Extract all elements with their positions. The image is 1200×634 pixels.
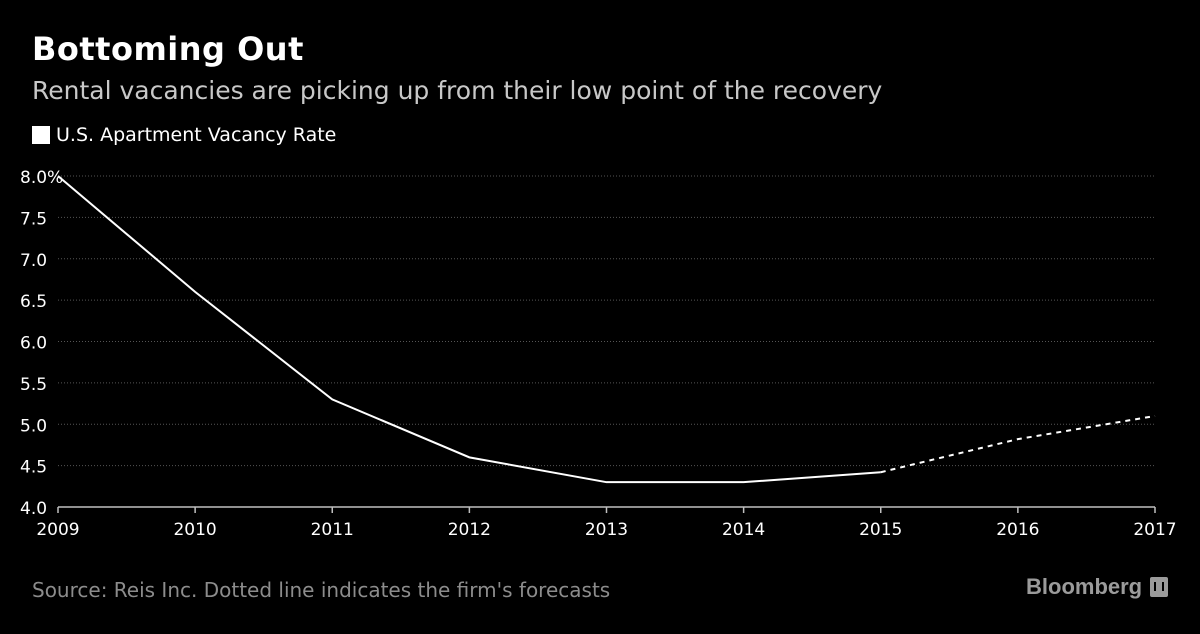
x-tick-label: 2011 [311, 520, 354, 540]
chart-subtitle: Rental vacancies are picking up from the… [32, 76, 883, 105]
chart-title: Bottoming Out [32, 30, 304, 68]
x-tick-label: 2010 [173, 520, 216, 540]
series-line-actual [57, 175, 881, 484]
x-tick-label: 2014 [722, 520, 765, 540]
brand-logo: Bloomberg [1026, 574, 1169, 600]
series-line-forecast [880, 414, 1156, 474]
x-tick-label: 2012 [448, 520, 491, 540]
bloomberg-chart-icon [1150, 577, 1169, 597]
y-tick-label: 5.5 [20, 375, 47, 395]
y-tick-label: 8.0% [20, 168, 63, 188]
y-tick-label: 4.5 [20, 458, 47, 478]
y-tick-label: 4.0 [20, 499, 47, 519]
legend-label: U.S. Apartment Vacancy Rate [56, 124, 337, 146]
brand-name: Bloomberg [1026, 574, 1143, 599]
y-tick-label: 7.5 [20, 209, 47, 229]
x-tick-label: 2013 [585, 520, 628, 540]
y-tick-label: 6.0 [20, 334, 47, 354]
x-tick-label: 2009 [36, 520, 79, 540]
x-tick-label: 2015 [859, 520, 902, 540]
y-tick-label: 5.0 [20, 416, 47, 436]
x-tick-label: 2017 [1133, 520, 1176, 540]
legend: U.S. Apartment Vacancy Rate [32, 124, 336, 146]
x-tick-label: 2016 [996, 520, 1039, 540]
source-note: Source: Reis Inc. Dotted line indicates … [32, 578, 611, 602]
y-tick-label: 6.5 [20, 292, 47, 312]
y-tick-label: 7.0 [20, 251, 47, 271]
legend-swatch [32, 126, 50, 144]
